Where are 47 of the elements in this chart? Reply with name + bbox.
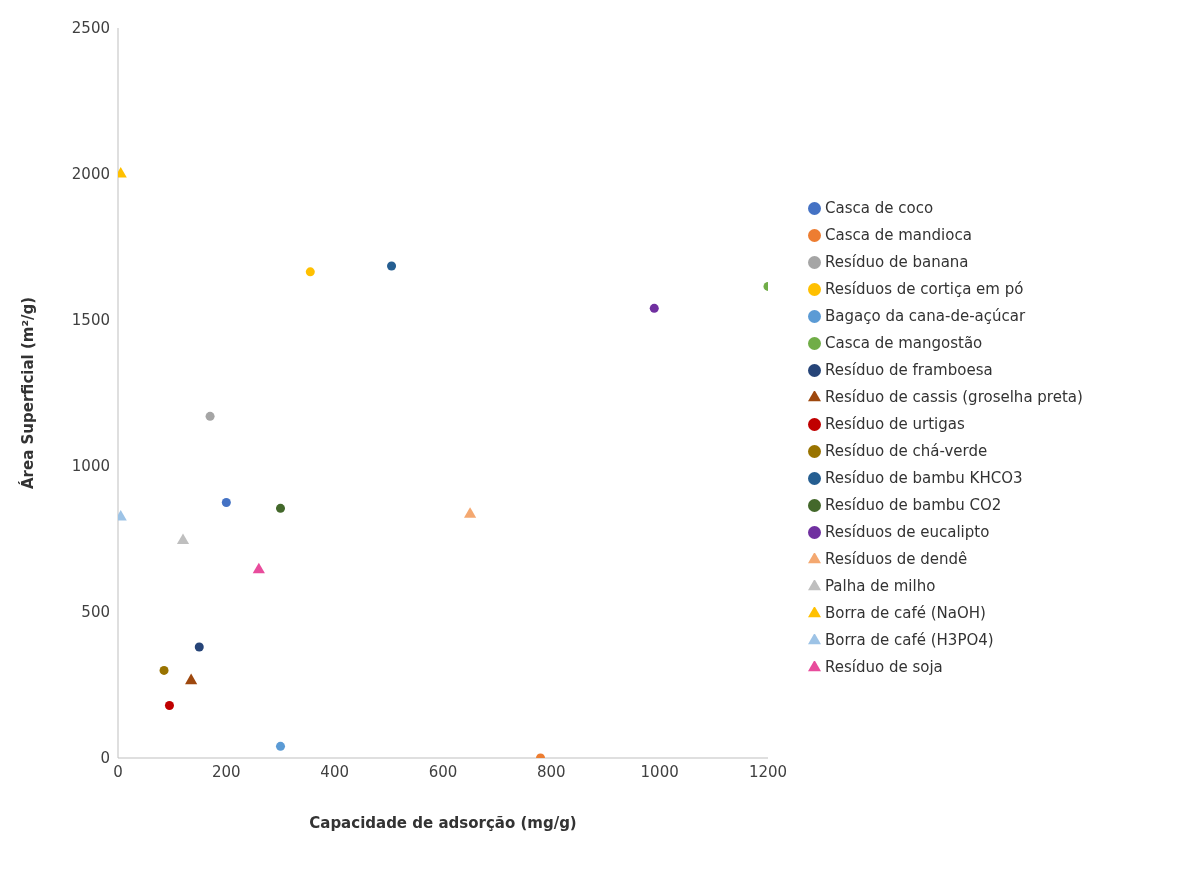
point (185, 673, 198, 685)
legend-label: Resíduo de bambu CO2 (825, 496, 1002, 514)
legend-label: Resíduo de framboesa (825, 361, 993, 379)
legend-label: Borra de café (NaOH) (825, 604, 986, 622)
point (252, 562, 265, 574)
legend-label: Bagaço da cana-de-açúcar (825, 307, 1026, 325)
legend-label: Resíduo de banana (825, 253, 969, 271)
y-tick-label: 2500 (71, 19, 110, 38)
y-axis-title: Área Superficial (m²/g) (18, 296, 38, 490)
legend-label: Resíduo de cassis (groselha preta) (825, 388, 1083, 406)
x-tick-label: 800 (537, 762, 566, 781)
point (176, 533, 190, 544)
point (464, 507, 477, 518)
y-tick-label: 2000 (71, 165, 110, 184)
x-tick-label: 0 (113, 762, 123, 781)
legend-label: Casca de coco (825, 199, 934, 217)
x-axis-title: Capacidade de adsorção (mg/g) (309, 814, 577, 832)
y-tick-label: 500 (81, 603, 110, 622)
legend-label: Borra de café (H3PO4) (825, 631, 994, 649)
x-tick-label: 600 (428, 762, 458, 781)
legend-label: Resíduo de chá-verde (825, 442, 988, 460)
x-tick-label: 200 (212, 762, 241, 781)
legend-label: Resíduos de eucalipto (825, 523, 990, 541)
y-tick-label: 1000 (71, 457, 110, 476)
x-tick-label: 1200 (748, 762, 788, 781)
point (221, 497, 231, 508)
legend-label: Resíduo de bambu KHCO3 (825, 469, 1023, 487)
x-tick-label: 400 (320, 762, 349, 781)
point (164, 700, 174, 710)
legend-label: Casca de mangostão (825, 334, 983, 352)
point (194, 642, 204, 652)
legend-label: Palha de milho (825, 577, 936, 595)
legend-label: Resíduos de dendê (825, 550, 968, 568)
legend-label: Casca de mandioca (825, 226, 972, 244)
y-tick-label: 1500 (71, 311, 110, 330)
legend-label: Resíduos de cortiça em pó (825, 280, 1024, 298)
point (205, 411, 215, 421)
point (305, 267, 315, 277)
x-tick-label: 1000 (640, 762, 679, 781)
legend-label: Resíduo de soja (825, 658, 943, 676)
point (159, 665, 169, 675)
point (275, 741, 286, 751)
point (649, 303, 659, 313)
point (387, 261, 397, 271)
legend-label: Resíduo de urtigas (825, 415, 965, 433)
point (275, 503, 286, 513)
y-tick-label: 0 (100, 749, 110, 768)
